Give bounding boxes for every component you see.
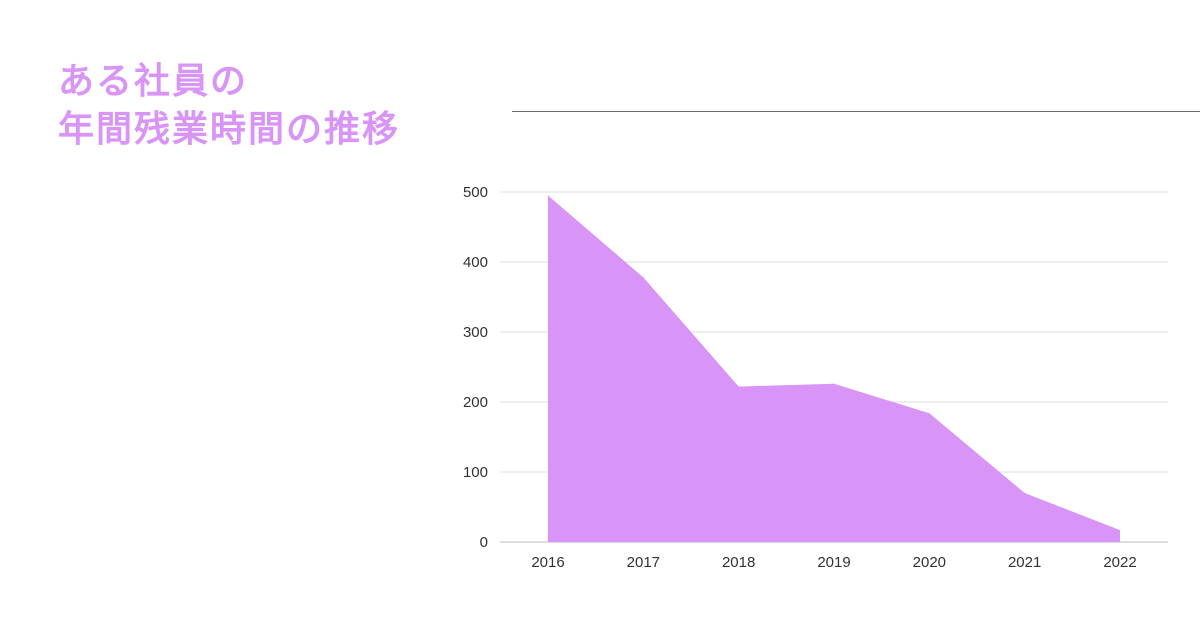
data-point bbox=[1024, 492, 1026, 494]
y-tick-label: 400 bbox=[463, 254, 488, 271]
data-point bbox=[833, 383, 835, 385]
y-tick-label: 500 bbox=[463, 184, 488, 201]
title-divider bbox=[512, 111, 1200, 112]
chart-title-line1: ある社員の bbox=[58, 61, 249, 102]
data-point bbox=[1119, 529, 1121, 531]
data-point bbox=[642, 276, 644, 278]
y-tick-label: 100 bbox=[463, 464, 488, 481]
y-tick-label: 300 bbox=[463, 324, 488, 341]
x-tick-label: 2017 bbox=[627, 554, 660, 571]
y-tick-label: 200 bbox=[463, 394, 488, 411]
x-tick-label: 2016 bbox=[531, 554, 564, 571]
data-point bbox=[547, 195, 549, 196]
series-area bbox=[547, 195, 1121, 542]
x-tick-label: 2020 bbox=[913, 554, 946, 571]
x-axis: 2016 2017 2018 2019 2020 2021 2022 bbox=[531, 554, 1136, 571]
y-axis: 0 100 200 300 400 500 bbox=[463, 184, 488, 551]
x-tick-label: 2018 bbox=[722, 554, 755, 571]
data-point bbox=[738, 386, 740, 388]
y-tick-label: 0 bbox=[480, 534, 488, 551]
chart-title: ある社員の 年間残業時間の推移 bbox=[58, 58, 400, 154]
x-tick-label: 2019 bbox=[817, 554, 850, 571]
x-tick-label: 2022 bbox=[1103, 554, 1136, 571]
x-tick-label: 2021 bbox=[1008, 554, 1041, 571]
chart-title-line2: 年間残業時間の推移 bbox=[58, 109, 401, 150]
data-point bbox=[928, 412, 930, 414]
area-fill bbox=[548, 195, 1120, 542]
